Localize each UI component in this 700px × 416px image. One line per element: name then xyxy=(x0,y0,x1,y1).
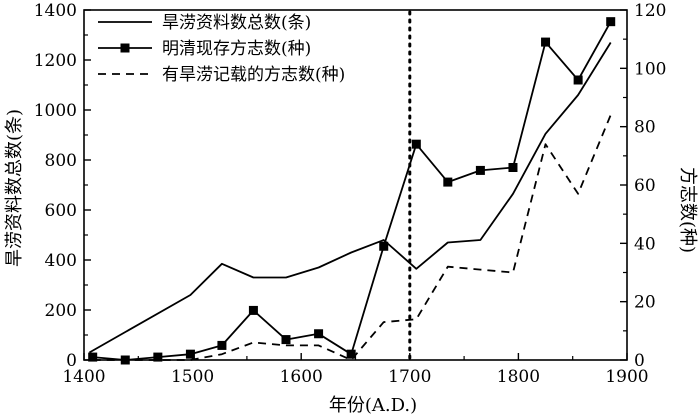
series-gazetteers-with-records-line xyxy=(92,114,612,361)
y-left-tick-label: 0 xyxy=(66,351,77,371)
y-left-tick-label: 200 xyxy=(45,301,77,321)
series-existing-gazetteers-point xyxy=(185,349,195,359)
legend-marker-gazetteers xyxy=(120,43,130,53)
y-right-tick-label: 100 xyxy=(634,59,666,79)
series-existing-gazetteers-point xyxy=(606,17,616,27)
y-left-tick-label: 800 xyxy=(45,151,77,171)
legend-label-records: 有旱涝记载的方志数(种) xyxy=(162,65,345,85)
series-existing-gazetteers-point xyxy=(411,139,421,149)
y-left-tick-label: 1400 xyxy=(34,1,77,21)
y-right-tick-label: 80 xyxy=(634,118,656,138)
x-tick-label: 1500 xyxy=(171,367,214,387)
series-existing-gazetteers-point xyxy=(346,349,356,359)
y-right-tick-label: 0 xyxy=(634,351,645,371)
legend: 旱涝资料数总数(条) 明清现存方志数(种) 有旱涝记载的方志数(种) xyxy=(98,13,345,85)
x-tick-label: 1600 xyxy=(280,367,323,387)
y-left-tick-label: 1000 xyxy=(34,101,77,121)
y-axis-right-title: 方志数(种) xyxy=(677,167,698,253)
series-existing-gazetteers-point xyxy=(248,305,258,315)
y-right-tick-label: 60 xyxy=(634,176,656,196)
y-left-tick-label: 600 xyxy=(45,201,77,221)
y-left-tick-label: 1200 xyxy=(34,51,77,71)
series-existing-gazetteers-point xyxy=(153,352,163,362)
y-right-tick-label: 20 xyxy=(634,293,656,313)
legend-label-total: 旱涝资料数总数(条) xyxy=(162,13,311,33)
plot-frame xyxy=(83,9,628,361)
x-axis-title: 年份(A.D.) xyxy=(329,395,417,416)
legend-label-gazetteers: 明清现存方志数(种) xyxy=(162,39,311,59)
series-existing-gazetteers-point xyxy=(281,335,291,345)
x-tick-label: 1900 xyxy=(605,367,648,387)
axes-ticks: 1400 1500 1600 1700 1800 19000200400600800100… xyxy=(34,1,667,387)
x-tick-label: 1700 xyxy=(388,367,431,387)
y-right-tick-label: 120 xyxy=(634,1,666,21)
series-existing-gazetteers-point xyxy=(379,241,389,251)
series-existing-gazetteers-point xyxy=(88,352,98,362)
x-tick-label: 1400 xyxy=(62,367,105,387)
y-axis-left-title: 旱涝资料数总数(条) xyxy=(4,109,25,267)
y-left-tick-label: 400 xyxy=(45,251,77,271)
series-total-records-line xyxy=(88,42,612,354)
series-existing-gazetteers-point xyxy=(217,340,227,350)
series-existing-gazetteers-point xyxy=(314,329,324,339)
series-existing-gazetteers-point xyxy=(475,165,485,175)
y-right-tick-label: 40 xyxy=(634,234,656,254)
x-tick-label: 1800 xyxy=(497,367,540,387)
series-existing-gazetteers-point xyxy=(443,177,453,187)
series-existing-gazetteers-point xyxy=(573,75,583,85)
series-existing-gazetteers-point xyxy=(508,163,518,172)
series-existing-gazetteers-point xyxy=(541,37,551,47)
